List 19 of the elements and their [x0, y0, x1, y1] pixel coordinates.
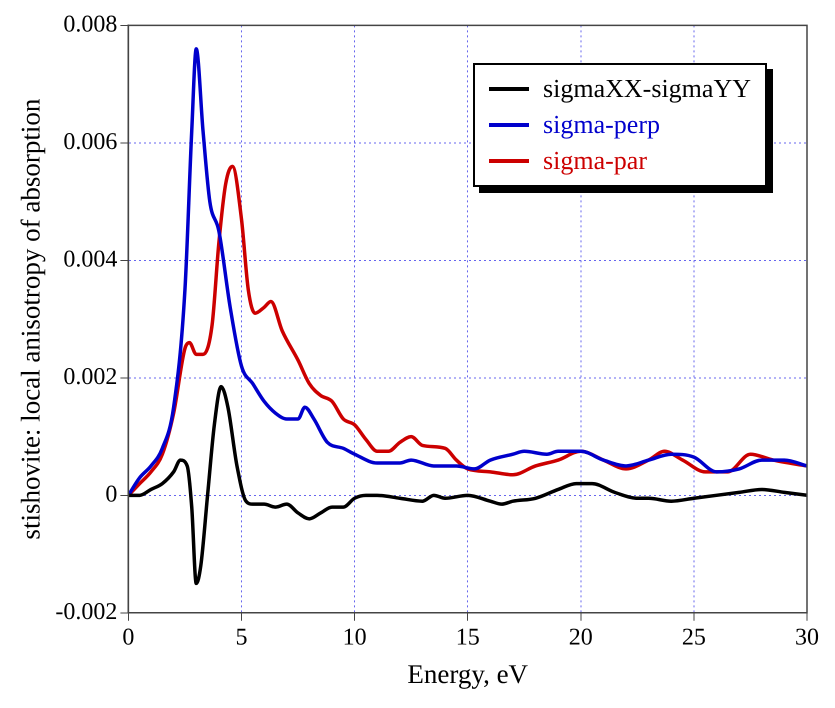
x-axis-title: Energy, eV	[407, 658, 529, 689]
line-series	[128, 384, 807, 586]
y-tick-label: 0.006	[63, 129, 118, 156]
y-tick-label: 0	[105, 482, 118, 508]
y-tick-label: 0.004	[63, 246, 118, 273]
x-tick-label: 15	[456, 624, 480, 650]
x-tick-label: 0	[122, 624, 134, 650]
x-tick-label: 5	[235, 624, 248, 650]
y-axis-title: stishovite: local anisotropy of absorption	[15, 98, 46, 540]
y-tick-label: 0.002	[63, 364, 118, 390]
legend-label: sigma-perp	[543, 109, 660, 141]
x-tick-label: 25	[682, 624, 706, 650]
legend-label: sigmaXX-sigmaYY	[543, 73, 751, 105]
y-tick-label: 0.008	[63, 12, 118, 38]
legend-label: sigma-par	[543, 145, 647, 177]
x-tick-label: 20	[568, 624, 593, 650]
x-tick-label: 10	[342, 624, 367, 650]
x-tick-label: 30	[795, 624, 819, 650]
y-tick-label: -0.002	[55, 599, 118, 626]
